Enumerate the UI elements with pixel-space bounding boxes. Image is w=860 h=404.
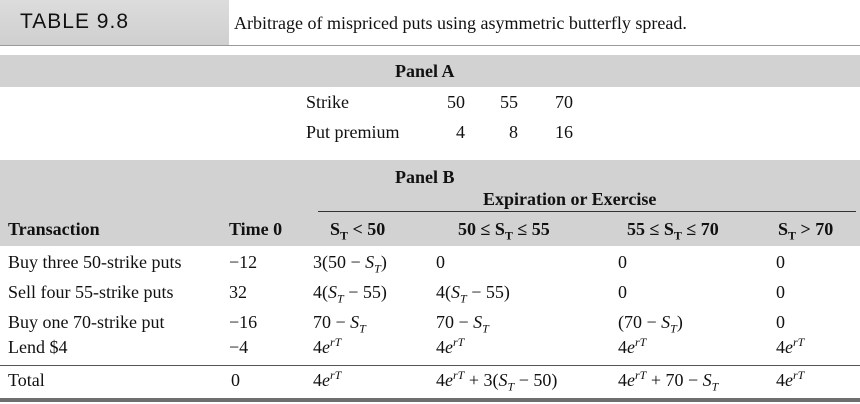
payoff-cell: 4erT [618, 335, 647, 357]
payoff-cell: 4erT [776, 335, 805, 357]
table-label-box: TABLE 9.8 [0, 0, 229, 46]
total-cell: 4erT [776, 368, 805, 390]
transaction-label: Sell four 55-strike puts [8, 282, 174, 302]
panel-a-cell: 55 [500, 92, 518, 112]
panel-b-band [0, 160, 860, 246]
table-header: TABLE 9.8 Arbitrage of mispriced puts us… [0, 0, 860, 46]
panel-a-cell: 70 [555, 92, 573, 112]
column-header-transaction: Transaction [8, 219, 100, 239]
panel-a-cell: 16 [555, 122, 573, 142]
payoff-cell: 0 [618, 252, 627, 272]
payoff-cell: (70 − ST) [618, 312, 683, 336]
table-bottom-rule [0, 398, 860, 402]
column-header-scenario: ST < 50 [330, 219, 386, 243]
panel-a-row-label: Put premium [306, 122, 400, 142]
total-cell: 4erT [313, 368, 342, 390]
column-header-scenario: 55 ≤ ST ≤ 70 [627, 219, 719, 243]
payoff-cell: 0 [618, 282, 627, 302]
time0-value: −4 [229, 337, 249, 357]
header-divider [0, 45, 860, 46]
transaction-label: Buy one 70-strike put [8, 312, 165, 332]
total-label: Total [8, 370, 45, 390]
table-title: Arbitrage of mispriced puts using asymme… [234, 13, 687, 33]
time0-value: −12 [229, 252, 258, 272]
panel-a-cell: 4 [456, 122, 465, 142]
payoff-cell: 0 [776, 312, 785, 332]
total-cell: 4erT + 3(ST − 50) [436, 368, 558, 394]
transaction-label: Lend $4 [8, 337, 68, 357]
payoff-cell: 4(ST − 55) [313, 282, 387, 306]
time0-value: 32 [229, 282, 247, 302]
payoff-cell: 70 − ST [436, 312, 489, 336]
panel-a-cell: 50 [447, 92, 465, 112]
panel-b-heading: Panel B [395, 167, 455, 187]
group-underline [318, 211, 856, 212]
panel-a-row-label: Strike [306, 92, 349, 112]
payoff-cell: 0 [776, 282, 785, 302]
panel-a-cell: 8 [509, 122, 518, 142]
payoff-cell: 4erT [313, 335, 342, 357]
column-header-time0: Time 0 [229, 219, 283, 239]
column-header-scenario: ST > 70 [778, 219, 834, 243]
group-heading: Expiration or Exercise [483, 189, 657, 209]
table-label: TABLE 9.8 [20, 10, 129, 33]
payoff-cell: 0 [776, 252, 785, 272]
time0-value: −16 [229, 312, 258, 332]
payoff-cell: 4(ST − 55) [436, 282, 510, 306]
panel-a-heading: Panel A [395, 61, 455, 81]
payoff-cell: 70 − ST [313, 312, 366, 336]
total-time0: 0 [231, 370, 240, 390]
payoff-cell: 3(50 − ST) [313, 252, 387, 276]
payoff-cell: 0 [436, 252, 445, 272]
total-cell: 4erT + 70 − ST [618, 368, 719, 394]
column-header-scenario: 50 ≤ ST ≤ 55 [458, 219, 550, 243]
panel-a-band [0, 55, 860, 87]
transaction-label: Buy three 50-strike puts [8, 252, 182, 272]
payoff-cell: 4erT [436, 335, 465, 357]
total-divider [0, 365, 860, 366]
